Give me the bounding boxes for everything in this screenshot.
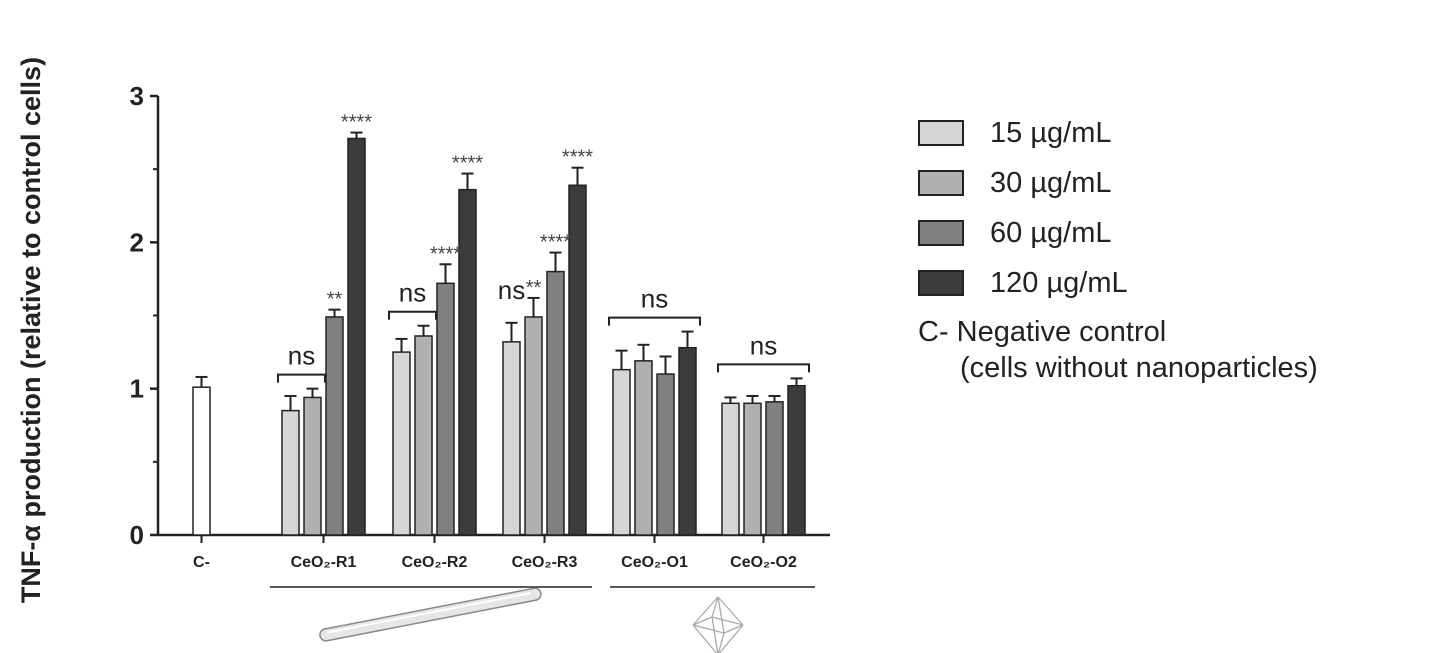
bar-control (192, 386, 211, 536)
octahedron-edge (692, 616, 713, 626)
octahedron-edge (723, 624, 744, 634)
ns-label: ns (498, 275, 525, 305)
octahedron-edge (692, 624, 725, 634)
legend-swatch-15 (918, 120, 964, 146)
x-tick-label: CeO₂-R3 (512, 554, 578, 571)
bar-chart: TNF-α production (relative to control ce… (16, 57, 830, 653)
ns-bracket (717, 363, 810, 373)
y-tick-label: 1 (130, 374, 144, 404)
octahedron-edge (711, 616, 719, 653)
legend: 15 µg/mL 30 µg/mL 60 µg/mL 120 µg/mL C- … (918, 108, 1318, 386)
legend-label: 15 µg/mL (990, 116, 1112, 149)
bar (392, 351, 411, 536)
bar (546, 270, 565, 536)
significance-label: **** (430, 243, 461, 265)
significance-label: **** (341, 112, 372, 134)
bar (281, 409, 300, 536)
x-tick-label: C- (193, 554, 210, 571)
octahedron-edge (711, 596, 719, 618)
bar (524, 316, 543, 536)
x-tick-label: CeO₂-O2 (730, 554, 797, 571)
legend-note: C- Negative control (cells without nanop… (918, 314, 1318, 386)
legend-note-line1: C- Negative control (918, 316, 1167, 348)
octahedron-edge (717, 632, 725, 653)
rod-highlight (327, 592, 531, 634)
significance-label: **** (562, 147, 593, 169)
legend-swatch-120 (918, 270, 964, 296)
y-axis-label: TNF-α production (relative to control ce… (16, 57, 46, 603)
bar (634, 360, 653, 536)
octahedron-edge (711, 616, 744, 626)
octahedron-edge (717, 596, 725, 634)
bar (612, 368, 631, 536)
bar (678, 346, 697, 536)
bar (656, 373, 675, 536)
rod-shape-icon (319, 587, 542, 642)
ns-bracket (388, 310, 437, 320)
ns-bracket (277, 373, 326, 383)
legend-item: 15 µg/mL (918, 108, 1318, 158)
ns-label: ns (399, 278, 426, 308)
bar (303, 396, 322, 536)
x-tick-label: CeO₂-R1 (291, 554, 357, 571)
legend-item: 120 µg/mL (918, 258, 1318, 308)
legend-item: 60 µg/mL (918, 208, 1318, 258)
octahedron-edge (718, 624, 744, 653)
significance-label: **** (540, 232, 571, 254)
bar (458, 188, 477, 536)
legend-label: 120 µg/mL (990, 266, 1128, 299)
legend-note-line2: (cells without nanoparticles) (960, 352, 1318, 384)
bar (721, 402, 740, 536)
x-tick-label: CeO₂-R2 (402, 554, 468, 571)
legend-label: 30 µg/mL (990, 166, 1112, 199)
y-tick-label: 0 (130, 520, 144, 550)
bar (568, 184, 587, 536)
legend-swatch-60 (918, 220, 964, 246)
octahedron-edge (717, 596, 744, 626)
rod-body (319, 587, 542, 642)
octahedron-edge (692, 624, 718, 653)
bar (743, 402, 762, 536)
octahedron-shape-icon (692, 596, 744, 653)
ns-label: ns (641, 284, 668, 314)
bar (414, 335, 433, 536)
bar (436, 282, 455, 536)
octahedron-edge (692, 596, 719, 626)
legend-swatch-30 (918, 170, 964, 196)
y-tick-label: 3 (130, 81, 144, 111)
significance-label: ** (526, 277, 542, 299)
ns-bracket (608, 316, 701, 326)
bar (765, 401, 784, 536)
bar (787, 384, 806, 536)
legend-label: 60 µg/mL (990, 216, 1112, 249)
legend-item: 30 µg/mL (918, 158, 1318, 208)
significance-label: **** (452, 153, 483, 175)
bar (502, 341, 521, 536)
ns-label: ns (288, 341, 315, 371)
ns-label: ns (750, 330, 777, 360)
y-tick-label: 2 (130, 227, 144, 257)
bar (325, 316, 344, 536)
significance-label: ** (327, 289, 343, 311)
bar (347, 137, 366, 536)
x-tick-label: CeO₂-O1 (621, 554, 688, 571)
